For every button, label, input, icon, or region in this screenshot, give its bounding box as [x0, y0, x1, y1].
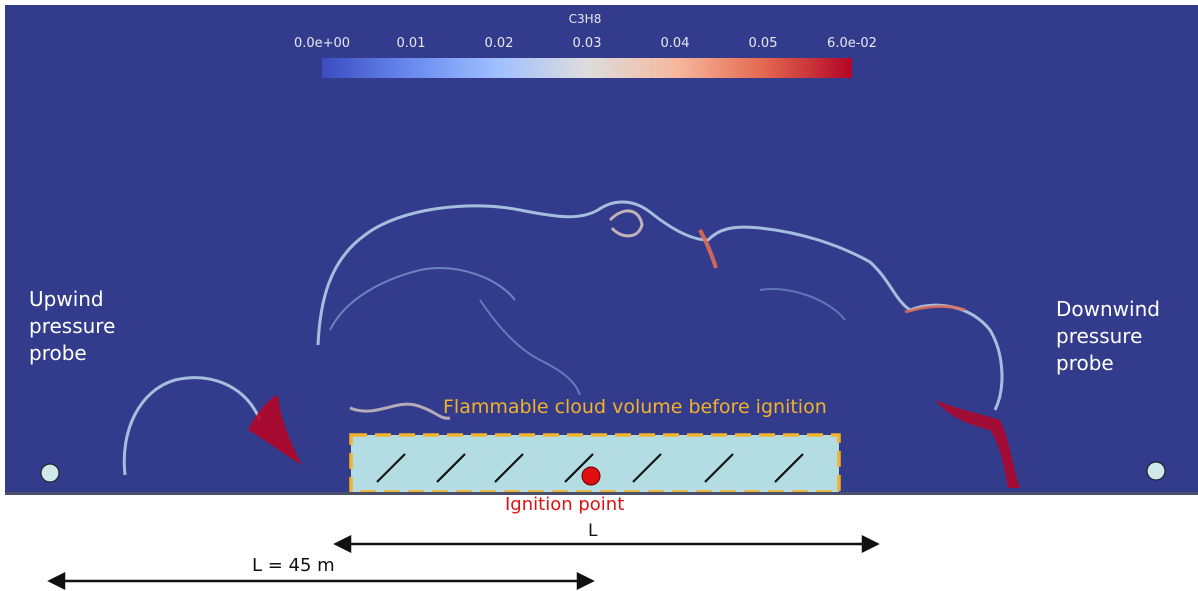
colorbar-tick: 0.01	[396, 36, 426, 51]
colorbar-tick: 0.0e+00	[293, 36, 351, 51]
left-lobe-outline	[122, 376, 262, 476]
plume-outline	[316, 200, 1004, 411]
colorbar-tick: 0.03	[572, 36, 602, 51]
cloud-hatching	[376, 453, 804, 483]
downwind-probe	[1146, 461, 1166, 481]
colorbar-title: C3H8	[568, 12, 602, 26]
colorbar	[322, 58, 852, 78]
upwind-probe	[40, 463, 60, 483]
length-label: L	[588, 521, 598, 541]
upwind-probe-label: Upwind pressure probe	[29, 287, 116, 365]
colorbar-tick: 0.05	[748, 36, 778, 51]
ignition-point-label: Ignition point	[505, 494, 625, 515]
length-45m-arrow	[47, 571, 595, 591]
left-lobe-hotspot	[248, 395, 302, 465]
concentration-field	[5, 5, 1198, 493]
right-lobe-hotspot	[935, 400, 1020, 488]
downwind-probe-label: Downwind pressure probe	[1056, 297, 1160, 375]
colorbar-tick: 0.04	[660, 36, 690, 51]
length-arrow	[333, 534, 880, 554]
cloud-volume-label: Flammable cloud volume before ignition	[443, 396, 827, 418]
colorbar-tick: 6.0e-02	[827, 36, 877, 51]
colorbar-tick: 0.02	[484, 36, 514, 51]
ignition-point	[581, 466, 601, 486]
ground-line	[5, 492, 1198, 495]
length-value-label: L = 45 m	[252, 555, 335, 576]
